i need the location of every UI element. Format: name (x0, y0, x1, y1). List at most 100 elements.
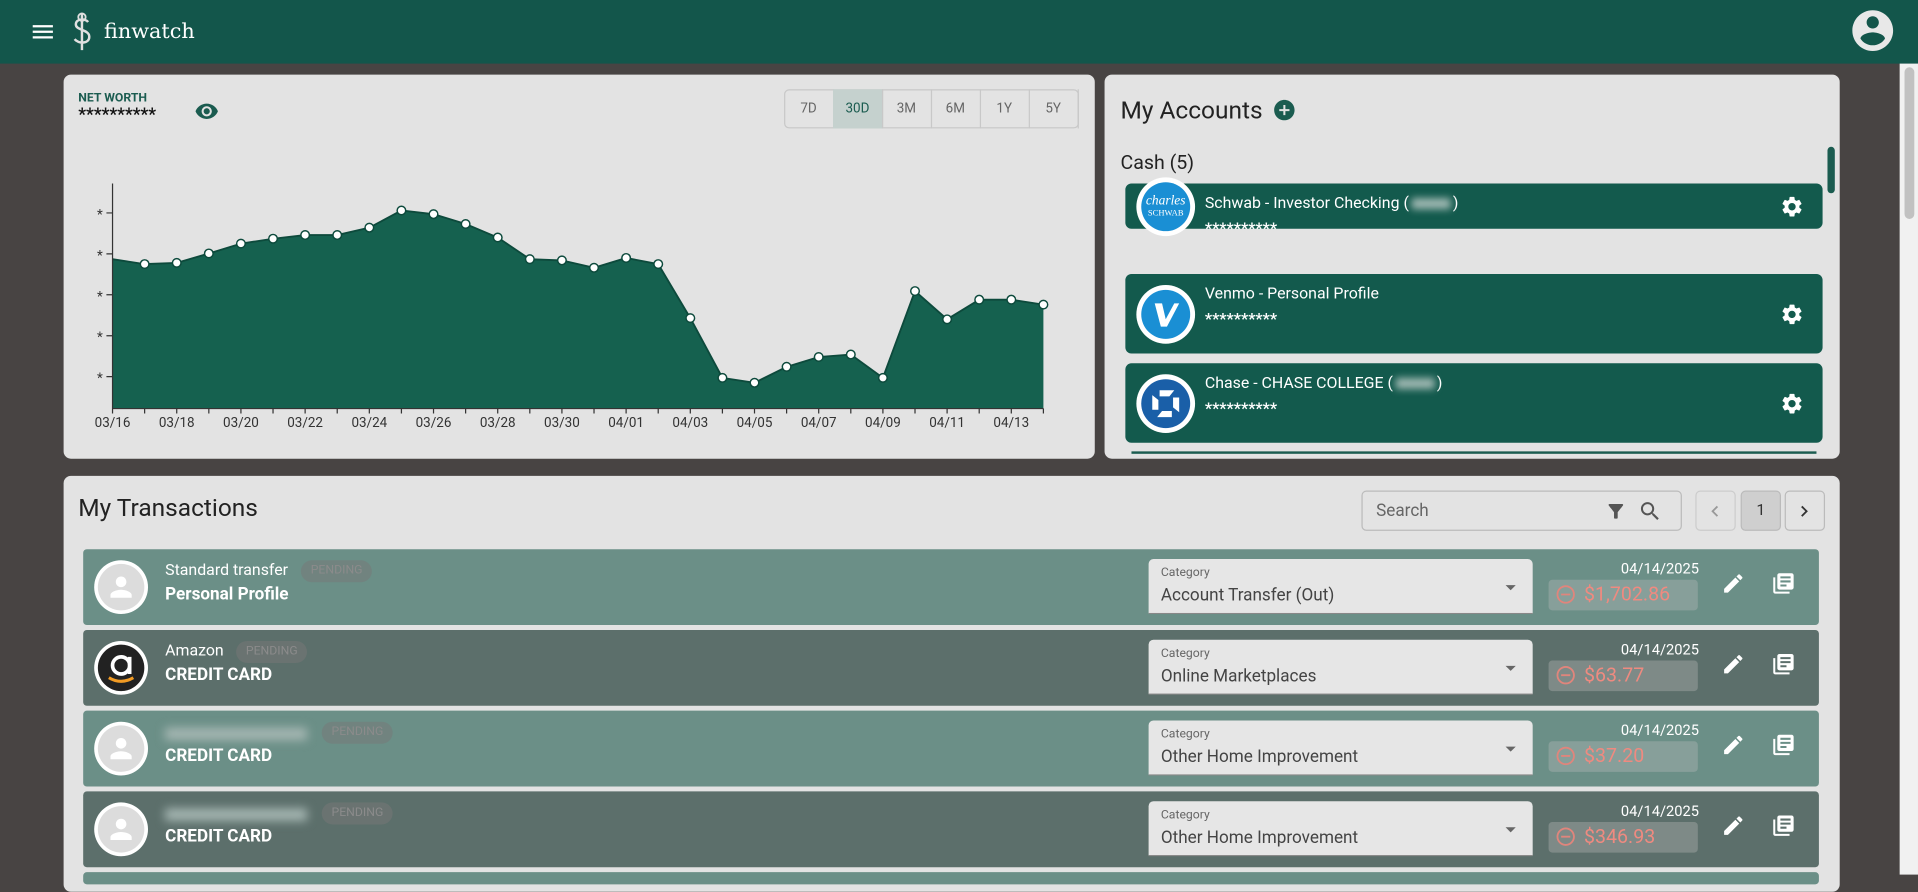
range-button[interactable]: 3M (882, 89, 933, 129)
range-button[interactable]: 6M (931, 89, 982, 129)
prev-page[interactable] (1695, 490, 1736, 531)
merchant-logo-inner (97, 725, 145, 772)
account-name-text: Venmo - Personal Profile (1204, 285, 1379, 304)
accounts-scrollbar[interactable] (1827, 146, 1835, 194)
x-tick-label: 04/09 (865, 416, 901, 431)
split-transaction[interactable] (1771, 813, 1795, 837)
add-account[interactable] (1272, 98, 1296, 122)
transaction-row[interactable] (83, 872, 1819, 885)
category-value: Online Marketplaces (1160, 666, 1317, 687)
category-label: Category (1160, 727, 1210, 742)
next-page[interactable] (1784, 490, 1826, 531)
account-card[interactable] (1125, 183, 1823, 229)
y-tick-label: * (97, 249, 103, 264)
account-logo-inner (1141, 289, 1191, 339)
net-worth-label: NET WORTH (78, 91, 148, 106)
transaction-amount: $346.93 (1584, 824, 1656, 848)
merchant-placeholder (110, 738, 132, 760)
search-box[interactable] (1361, 490, 1682, 531)
point (1006, 294, 1017, 305)
logo-text: SCHWAB (1147, 207, 1184, 218)
account-group[interactable]: Cash (5) (1120, 150, 1195, 174)
edit-transaction[interactable] (1721, 571, 1745, 595)
account-name-text: Chase - CHASE COLLEGE ( (1204, 374, 1393, 393)
account-settings[interactable] (1780, 194, 1804, 218)
point (139, 259, 150, 270)
transaction-date: 04/14/2025 (1620, 560, 1700, 578)
search-button[interactable] (1638, 499, 1662, 523)
account-balance: ********** (1204, 399, 1278, 419)
x-tick-label: 03/18 (159, 416, 195, 431)
toggle-visibility[interactable] (194, 99, 218, 123)
split-transaction[interactable] (1771, 571, 1795, 595)
y-tick-label: * (97, 331, 103, 346)
range-button[interactable]: 30D (833, 89, 884, 129)
x-tick-label: 03/30 (544, 416, 580, 431)
status-pill: PENDING (300, 560, 373, 583)
filter-button[interactable] (1605, 500, 1627, 522)
page-number[interactable]: 1 (1740, 490, 1781, 531)
transaction-account: Personal Profile (165, 584, 289, 605)
account-name: Schwab - Investor Checking () (1205, 194, 1459, 212)
account-name: Chase - CHASE COLLEGE () (1205, 374, 1443, 392)
point (556, 255, 567, 266)
user-avatar[interactable] (1848, 6, 1897, 55)
category-label: Category (1160, 566, 1210, 580)
point (974, 294, 985, 305)
x-tick-label: 03/24 (351, 416, 387, 431)
status-pill: PENDING (321, 802, 394, 825)
app-name[interactable]: finwatch (103, 19, 195, 45)
page-scrollbar[interactable] (1899, 63, 1918, 875)
point (171, 257, 182, 268)
status-pill: PENDING (321, 721, 394, 744)
account-settings[interactable] (1780, 302, 1804, 326)
category-select[interactable] (1148, 720, 1533, 776)
account-card[interactable] (1125, 273, 1823, 354)
x-tick-label: 04/05 (737, 416, 773, 431)
point (589, 262, 600, 273)
merchant-placeholder (110, 576, 132, 598)
range-button[interactable]: 7D (784, 89, 835, 129)
category-select[interactable] (1148, 801, 1533, 857)
range-button[interactable]: 5Y (1029, 89, 1079, 129)
masked-number (1395, 378, 1435, 390)
search-placeholder: Search (1376, 501, 1429, 522)
category-value: Account Transfer (Out) (1160, 585, 1335, 606)
category-select[interactable] (1148, 559, 1533, 615)
point (845, 349, 856, 360)
range-button[interactable]: 1Y (980, 89, 1030, 129)
category-select[interactable] (1148, 639, 1533, 695)
point (942, 314, 953, 325)
account-logo-inner: charles SCHWAB (1141, 181, 1191, 231)
chase-mark (1152, 389, 1180, 417)
split-transaction[interactable] (1771, 652, 1795, 676)
point (524, 254, 535, 265)
net-worth-value: ********** (78, 105, 157, 125)
x-tick-label: 04/07 (801, 416, 837, 431)
category-value: Other Home Improvement (1160, 828, 1359, 848)
transaction-date: 04/14/2025 (1620, 640, 1700, 659)
category-value: Other Home Improvement (1160, 747, 1359, 767)
point (428, 209, 439, 220)
account-name-text: Schwab - Investor Checking ( (1204, 194, 1409, 213)
category-dropdown (1505, 585, 1516, 591)
point (203, 248, 214, 259)
category-dropdown (1505, 746, 1516, 752)
page-scroll-thumb[interactable] (1904, 67, 1915, 219)
amount-sign (1556, 827, 1575, 846)
card-edge (1131, 451, 1817, 454)
account-settings[interactable] (1780, 391, 1804, 415)
edit-transaction[interactable] (1721, 813, 1745, 837)
transaction-amount: $63.77 (1584, 662, 1645, 687)
line (112, 209, 1044, 384)
category-label: Category (1160, 647, 1210, 661)
menu-button[interactable] (29, 18, 56, 45)
edit-transaction[interactable] (1721, 733, 1745, 757)
logo-text: charles (1145, 192, 1186, 208)
category-dropdown (1505, 827, 1516, 833)
split-transaction[interactable] (1771, 733, 1795, 757)
app-logo[interactable] (68, 11, 95, 53)
account-card[interactable] (1125, 363, 1823, 443)
net-worth-chart: * * * * * 03/16 03/18 03/20 03/22 03/24 03/26 03/28… (95, 183, 1049, 431)
edit-transaction[interactable] (1721, 652, 1745, 676)
